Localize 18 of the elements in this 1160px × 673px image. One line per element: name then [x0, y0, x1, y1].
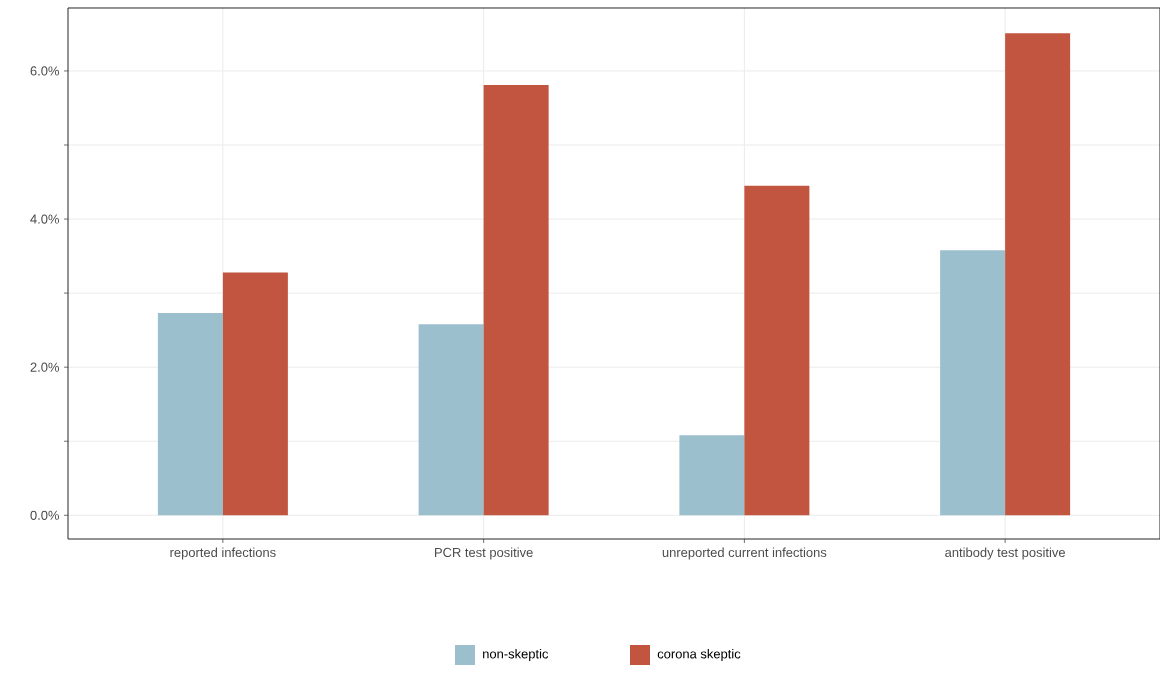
- bar: [1005, 33, 1071, 516]
- bar: [940, 250, 1006, 516]
- legend-label: corona skeptic: [657, 648, 741, 662]
- y-tick-label: 4.0%: [30, 214, 60, 224]
- bar: [418, 324, 484, 516]
- x-tick-label: reported infections: [170, 547, 276, 560]
- x-tick-label: antibody test positive: [945, 547, 1065, 560]
- bar: [679, 435, 745, 516]
- bar: [483, 85, 549, 516]
- bar: [157, 313, 223, 516]
- y-tick-label: 0.0%: [30, 510, 60, 520]
- y-tick-label: 6.0%: [30, 66, 60, 76]
- bar: [222, 272, 288, 516]
- x-tick-label: PCR test positive: [435, 547, 533, 560]
- y-tick-label: 2.0%: [30, 362, 60, 372]
- bar: [744, 185, 810, 516]
- x-tick-label: unreported current infections: [662, 547, 827, 560]
- legend-label: non-skeptic: [483, 648, 549, 662]
